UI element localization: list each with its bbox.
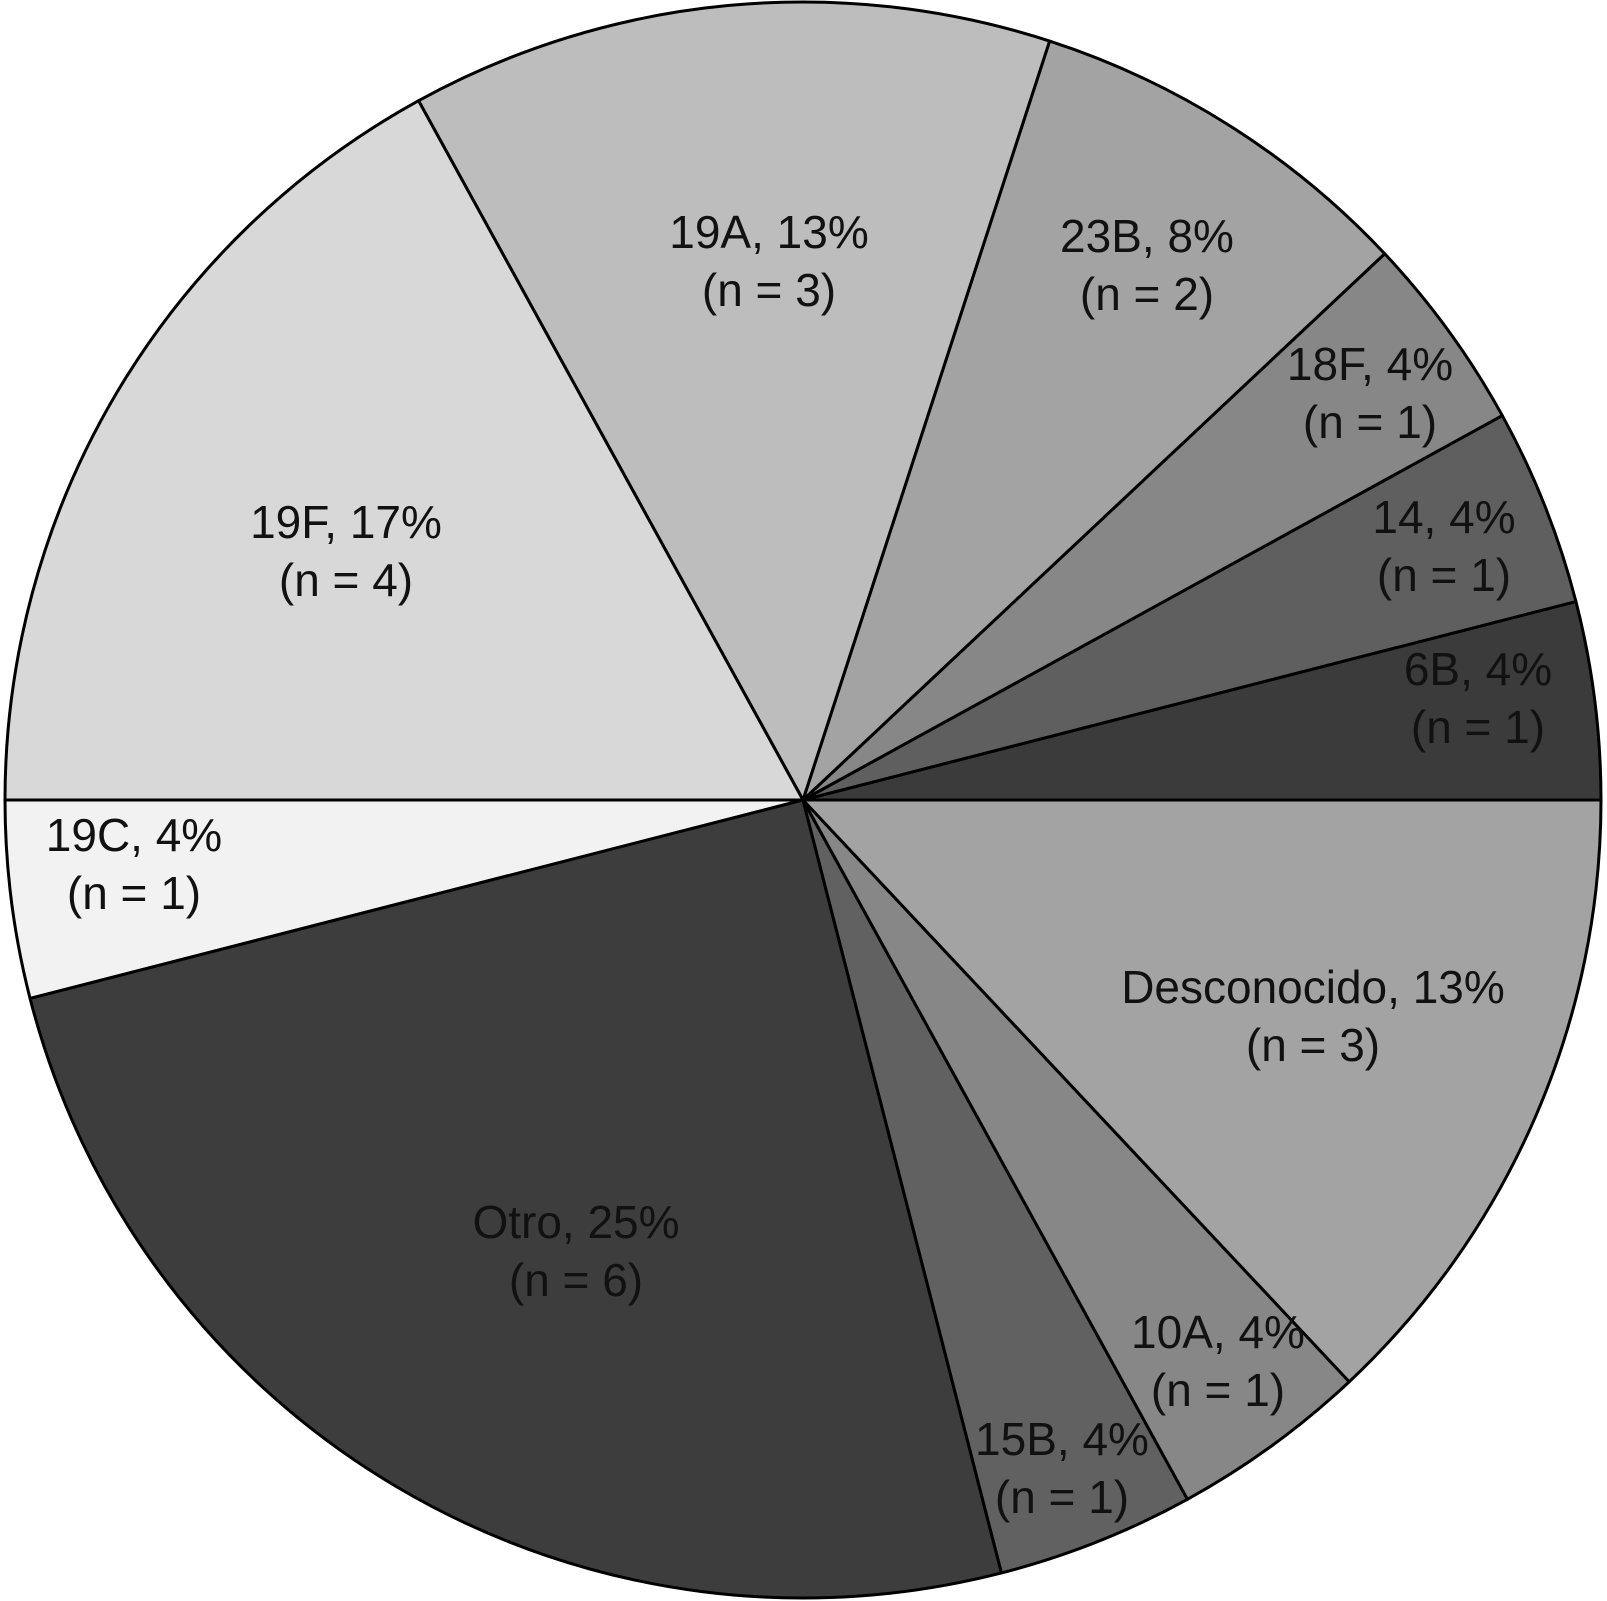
- pie-slices: [3, 0, 1603, 1600]
- slice-label-19c: 19C, 4%: [46, 809, 222, 861]
- pie-slice-15b: [801, 798, 1189, 1575]
- pie-slice-18f: [801, 252, 1504, 802]
- slice-count-label-10a: (n = 1): [1151, 1364, 1285, 1416]
- slice-label-23b: 23B, 8%: [1060, 210, 1234, 262]
- slice-count-label-18f: (n = 1): [1303, 396, 1437, 448]
- slice-label-10a: 10A, 4%: [1131, 1306, 1305, 1358]
- slice-label-otro: Otro, 25%: [472, 1196, 679, 1248]
- slice-label-19f: 19F, 17%: [250, 496, 442, 548]
- slice-label-desconocido: Desconocido, 13%: [1121, 961, 1505, 1013]
- pie-slice-19a: [417, 0, 1052, 802]
- pie-slice-6b: [801, 600, 1603, 802]
- slice-label-19a: 19A, 13%: [669, 206, 868, 258]
- slice-label-18f: 18F, 4%: [1287, 338, 1453, 390]
- pie-slice-desconocido: [801, 798, 1603, 1384]
- pie-slice-19c: [3, 798, 805, 1000]
- slice-label-6b: 6B, 4%: [1404, 643, 1552, 695]
- pie-slice-23b: [801, 39, 1387, 802]
- slice-label-15b: 15B, 4%: [975, 1413, 1149, 1465]
- pie-slice-19f: [3, 99, 805, 802]
- slice-count-label-14: (n = 1): [1377, 549, 1511, 601]
- slice-label-14: 14, 4%: [1372, 491, 1515, 543]
- slice-count-label-19f: (n = 4): [279, 554, 413, 606]
- pie-labels: 6B, 4% (n = 1) 14, 4% (n = 1) 18F, 4% (n = 1)…: [46, 206, 1552, 1523]
- slice-count-label-15b: (n = 1): [995, 1471, 1129, 1523]
- pie-slice-10a: [801, 798, 1351, 1501]
- slice-count-label-6b: (n = 1): [1411, 701, 1545, 753]
- slice-count-label-23b: (n = 2): [1080, 268, 1214, 320]
- slice-count-label-19c: (n = 1): [67, 867, 201, 919]
- slice-count-label-desconocido: (n = 3): [1246, 1019, 1380, 1071]
- pie-slice-otro: [28, 798, 1003, 1600]
- pie-slice-14: [801, 414, 1578, 802]
- slice-count-label-19a: (n = 3): [702, 264, 836, 316]
- slice-count-label-otro: (n = 6): [509, 1254, 643, 1306]
